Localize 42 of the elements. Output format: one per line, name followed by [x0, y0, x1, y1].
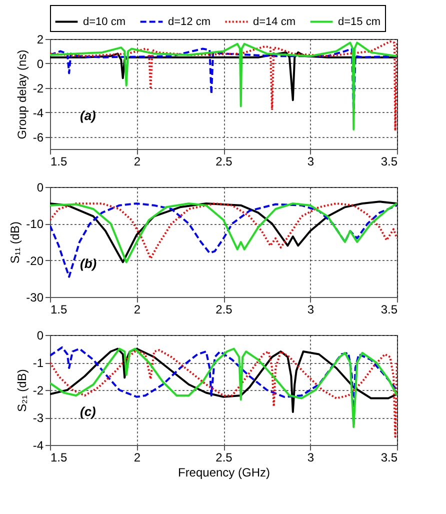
annotation: (c)	[80, 404, 96, 419]
x-tick-label: 2.5	[216, 450, 233, 464]
legend-label: d=10 cm	[83, 16, 126, 28]
x-tick-label: 1.5	[50, 302, 68, 316]
line-series	[50, 51, 397, 102]
x-tick-label: 3.5	[380, 302, 398, 316]
y-tick-label: 0	[36, 328, 44, 342]
y-tick-label: 0	[36, 56, 44, 71]
x-tick-label: 3	[307, 154, 314, 168]
y-tick-label: -20	[26, 254, 44, 268]
y-tick-label: -2	[32, 81, 44, 96]
x-tick-label: 3	[307, 302, 314, 316]
legend-label: d=14 cm	[253, 16, 296, 28]
x-axis-title: Frequency (GHz)	[178, 466, 270, 480]
y-axis-title: Group delay (ns)	[14, 50, 29, 140]
annotation: (b)	[80, 256, 97, 271]
x-tick-label: 3.5	[380, 450, 398, 464]
x-tick-label: 2.5	[216, 302, 233, 316]
annotation: (a)	[80, 108, 96, 123]
y-tick-label: -6	[32, 130, 44, 144]
x-tick-label: 1.5	[50, 154, 68, 168]
line-series	[50, 202, 397, 278]
x-tick-label: 3	[307, 450, 314, 464]
y-axis-title: S₂₁ (dB)	[14, 369, 29, 412]
x-tick-label: 2	[134, 302, 141, 316]
x-tick-label: 2	[134, 154, 141, 168]
x-tick-label: 2	[134, 450, 141, 464]
y-tick-label: 2	[36, 32, 44, 46]
legend-label: d=15 cm	[338, 16, 380, 28]
x-tick-label: 2.5	[216, 154, 233, 168]
y-tick-label: -3	[32, 411, 44, 425]
y-tick-label: -1	[32, 356, 44, 370]
legend-label: d=12 cm	[168, 16, 210, 28]
y-tick-label: -4	[32, 106, 44, 120]
y-tick-label: -4	[32, 438, 44, 452]
y-tick-label: -30	[26, 290, 44, 304]
y-tick-label: 0	[36, 180, 44, 194]
y-axis-title: S₁₁ (dB)	[8, 221, 22, 264]
y-tick-label: -10	[26, 217, 44, 232]
y-tick-label: -2	[32, 384, 44, 398]
x-tick-label: 3.5	[380, 154, 398, 168]
x-tick-label: 1.5	[50, 450, 68, 464]
